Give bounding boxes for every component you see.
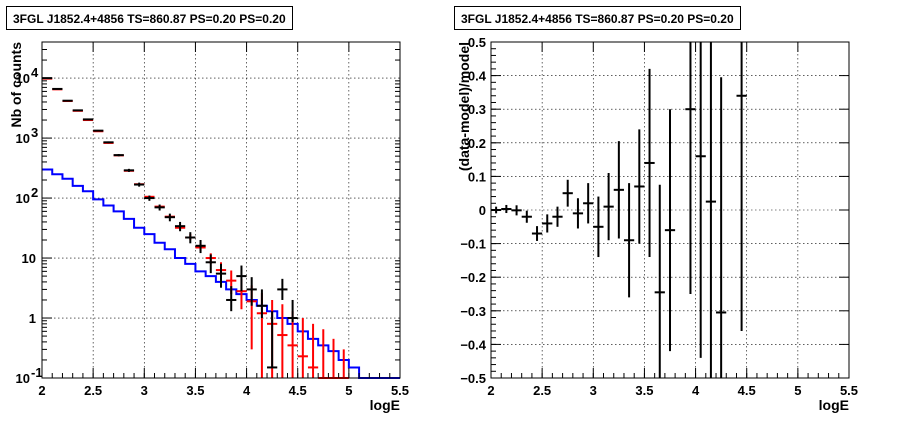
x-tick-label: 3.5 bbox=[635, 383, 653, 398]
y-tick-exponent: 4 bbox=[31, 65, 39, 80]
y-tick-label: 10 bbox=[16, 71, 30, 86]
y-tick-label: 1 bbox=[29, 311, 36, 326]
x-tick-label: 4.5 bbox=[289, 383, 307, 398]
x-tick-label: 5.5 bbox=[391, 383, 409, 398]
x-tick-label: 4 bbox=[243, 383, 251, 398]
y-tick-label: 0.4 bbox=[468, 69, 487, 84]
y-tick-label: −0.2 bbox=[460, 270, 486, 285]
y-tick-label: 0.3 bbox=[468, 102, 486, 117]
x-axis-title: logE bbox=[370, 397, 400, 413]
x-tick-label: 5 bbox=[794, 383, 801, 398]
x-tick-label: 2 bbox=[487, 383, 494, 398]
right-chart-title: 3FGL J1852.4+4856 TS=860.87 PS=0.20 PS=0… bbox=[454, 6, 741, 30]
y-tick-exponent: -1 bbox=[31, 365, 43, 380]
x-tick-label: 3 bbox=[141, 383, 148, 398]
y-tick-label: −0.3 bbox=[460, 304, 486, 319]
y-tick-label: −0.5 bbox=[460, 371, 486, 386]
x-tick-label: 2.5 bbox=[84, 383, 102, 398]
y-tick-label: 0.1 bbox=[468, 169, 486, 184]
component-step-line bbox=[42, 168, 400, 379]
y-tick-label: 0 bbox=[479, 203, 486, 218]
x-tick-label: 2 bbox=[38, 383, 45, 398]
y-tick-label: 10 bbox=[16, 371, 30, 386]
y-tick-label: −0.4 bbox=[460, 337, 486, 352]
plot-frame bbox=[41, 41, 401, 379]
x-tick-label: 3 bbox=[590, 383, 597, 398]
right-chart-panel: 2 2.5 3 3.5 4 4.5 5 5.5 −0.5 −0.4 −0.3 −0.2 −0.1 0 0.1… bbox=[456, 35, 858, 413]
y-tick-exponent: 3 bbox=[31, 125, 38, 140]
left-chart-title: 3FGL J1852.4+4856 TS=860.87 PS=0.20 PS=0… bbox=[6, 6, 293, 30]
x-tick-label: 2.5 bbox=[533, 383, 551, 398]
y-axis-title: (data-model)/model bbox=[456, 42, 472, 171]
x-tick-label: 5 bbox=[345, 383, 352, 398]
y-tick-label: 10 bbox=[16, 131, 30, 146]
y-tick-label: 0.5 bbox=[468, 35, 486, 50]
x-tick-label: 3.5 bbox=[186, 383, 204, 398]
x-tick-label: 4 bbox=[692, 383, 700, 398]
y-axis-title: Nb of counts bbox=[8, 42, 24, 128]
y-tick-label: −0.1 bbox=[460, 237, 486, 252]
y-tick-label: 10 bbox=[22, 251, 36, 266]
y-tick-label: 0.2 bbox=[468, 136, 486, 151]
x-tick-label: 4.5 bbox=[738, 383, 756, 398]
x-tick-label: 5.5 bbox=[840, 383, 858, 398]
y-tick-label: 10 bbox=[16, 191, 30, 206]
x-axis-title: logE bbox=[819, 397, 849, 413]
y-tick-exponent: 2 bbox=[31, 185, 38, 200]
